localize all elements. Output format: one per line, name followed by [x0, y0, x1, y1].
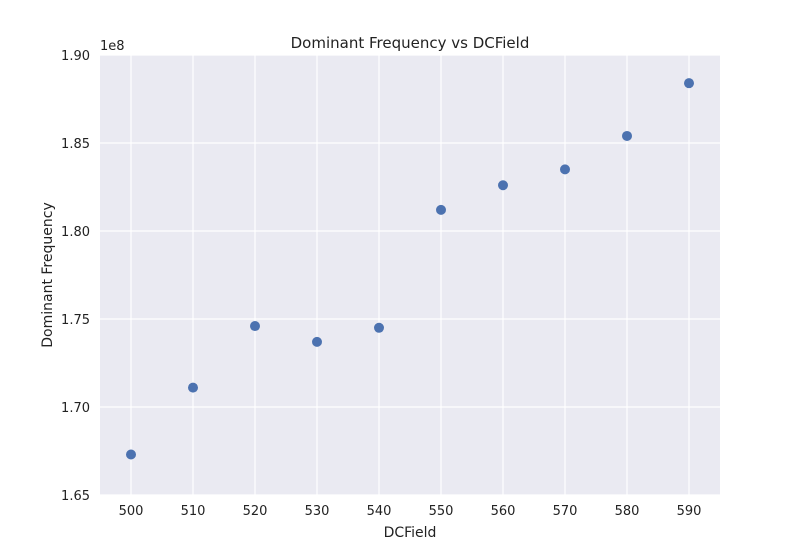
data-point: [498, 180, 508, 191]
x-tick-label: 510: [181, 504, 206, 519]
x-tick-label: 540: [367, 504, 392, 519]
y-tick-label: 1.70: [61, 401, 90, 416]
x-tick-label: 580: [615, 504, 640, 519]
x-tick-label: 560: [491, 504, 516, 519]
data-point: [126, 449, 136, 460]
x-tick-label: 520: [243, 504, 268, 519]
data-point: [560, 164, 570, 175]
data-point: [312, 336, 322, 347]
x-tick-label: 530: [305, 504, 330, 519]
y-tick-label: 1.85: [61, 137, 90, 152]
x-tick-labels: 500 510 520 530 540 550 560 570 580 590: [119, 504, 702, 519]
grid-lines: [100, 54, 720, 496]
x-axis-label: DCField: [384, 525, 437, 541]
data-point: [436, 204, 446, 215]
data-point: [374, 322, 384, 333]
x-tick-label: 570: [553, 504, 578, 519]
x-tick-label: 500: [119, 504, 144, 519]
plot-area: [100, 55, 720, 495]
data-point: [622, 130, 632, 141]
y-tick-label: 1.65: [61, 489, 90, 504]
y-tick-label: 1.80: [61, 225, 90, 240]
y-tick-labels: 1.65 1.70 1.75 1.80 1.85 1.90: [61, 49, 90, 504]
data-point: [250, 321, 260, 332]
data-point: [684, 78, 694, 89]
data-point: [188, 382, 198, 393]
y-axis-label: Dominant Frequency: [40, 202, 56, 347]
data-points: [126, 78, 694, 460]
x-tick-label: 590: [677, 504, 702, 519]
y-tick-label: 1.90: [61, 49, 90, 64]
y-axis-offset-label: 1e8: [100, 39, 125, 54]
y-tick-label: 1.75: [61, 313, 90, 328]
chart-title: Dominant Frequency vs DCField: [291, 34, 530, 52]
x-tick-label: 550: [429, 504, 454, 519]
